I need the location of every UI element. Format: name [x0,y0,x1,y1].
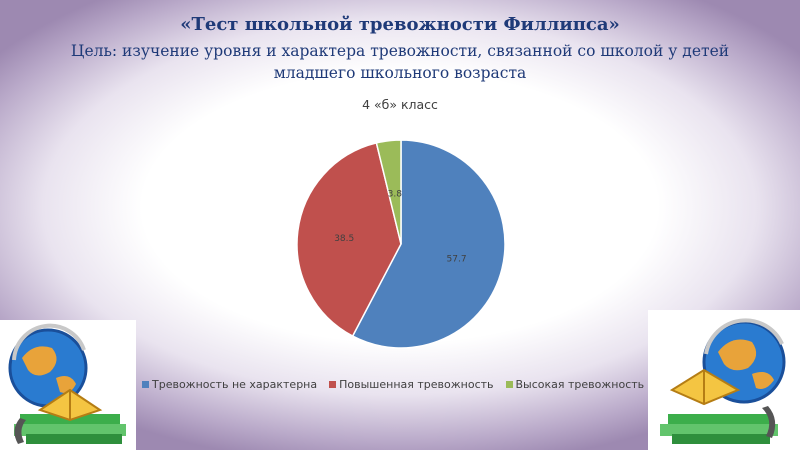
pie-slice-not-characteristic [351,139,506,349]
legend-label: Повышенная тревожность [339,378,494,391]
legend-item-high: Высокая тревожность [505,378,645,391]
slide-title: «Тест школьной тревожности Филлипса» [180,14,620,35]
legend-swatch [142,381,149,388]
legend-item-elevated: Повышенная тревожность [329,378,494,391]
legend-label: Тревожность не характерна [152,378,318,391]
chart-legend: Тревожность не характерна Повышенная трев… [142,378,682,391]
legend-item-not-characteristic: Тревожность не характерна [142,378,317,391]
pie-data-label-high: 3.8 [388,189,403,199]
legend-swatch [329,381,337,388]
globe-book-clipart-left [0,320,136,450]
pie-slice-elevated [296,142,402,338]
pie-data-label-elevated: 38.5 [334,234,354,244]
chart-title: 4 «б» класс [362,97,438,112]
pie-data-label-not-characteristic: 57.7 [447,255,467,265]
slide-subtitle: Цель: изучение уровня и характера тревож… [70,42,730,82]
globe-book-clipart-right [648,310,800,450]
legend-swatch [505,381,513,388]
pie-slice-high [375,139,402,245]
legend-label: Высокая тревожность [515,378,645,391]
